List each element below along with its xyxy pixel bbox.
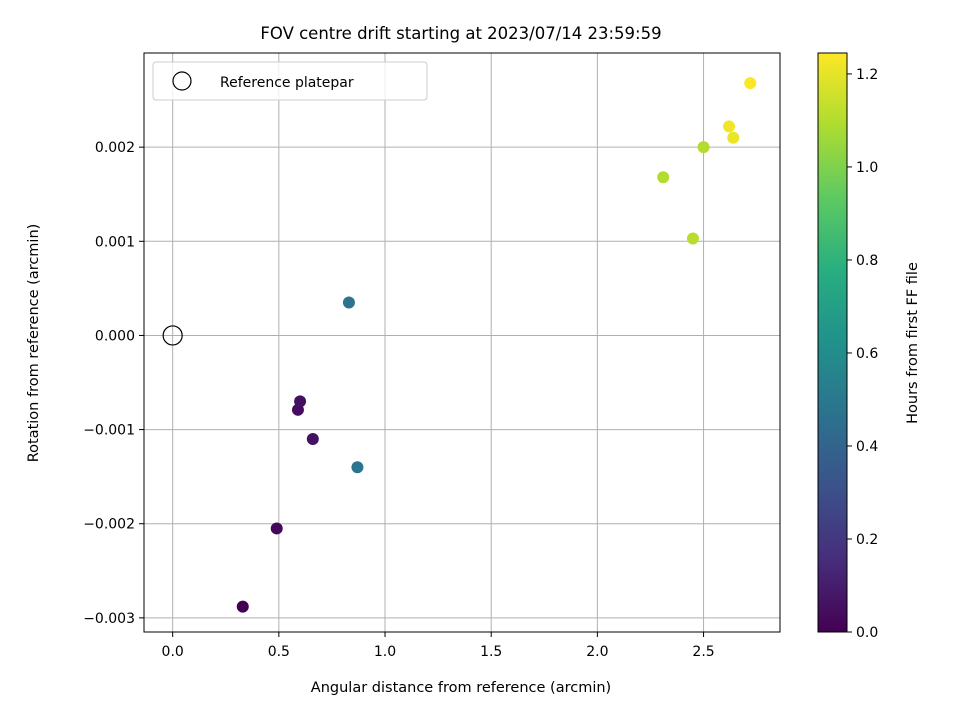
- x-axis-ticks: 0.0 0.5 1.0 1.5 2.0 2.5: [162, 632, 715, 660]
- plot-frame: [143, 52, 781, 633]
- colorbar-tick-label: 0.0: [856, 625, 878, 641]
- x-tick-label: 1.5: [480, 644, 502, 660]
- x-tick-label: 0.0: [162, 644, 184, 660]
- legend-label-reference: Reference platepar: [220, 75, 354, 91]
- reference-platepar-marker: [162, 325, 183, 346]
- colorbar-ticks: 0.0 0.2 0.4 0.6 0.8 1.0 1.2: [847, 67, 878, 641]
- data-point: [723, 120, 736, 133]
- colorbar-tick-label: 1.0: [856, 160, 878, 176]
- y-tick-label: 0.000: [95, 328, 135, 344]
- colorbar-tick-label: 0.2: [856, 532, 878, 548]
- y-tick-label: 0.002: [95, 140, 135, 156]
- data-point: [294, 395, 307, 408]
- y-tick-label: 0.001: [95, 234, 135, 250]
- x-tick-label: 0.5: [268, 644, 290, 660]
- x-axis-label: Angular distance from reference (arcmin): [311, 680, 611, 696]
- data-point: [342, 296, 355, 309]
- colorbar-tick-label: 0.4: [856, 439, 878, 455]
- y-tick-label: −0.002: [83, 517, 135, 533]
- data-point: [306, 433, 319, 445]
- y-tick-label: −0.001: [83, 423, 135, 439]
- legend-box: [152, 61, 428, 101]
- data-point: [270, 522, 283, 535]
- data-points: [162, 77, 757, 613]
- plot-background: [144, 53, 780, 632]
- x-tick-label: 1.0: [374, 644, 396, 660]
- colorbar: 0.0 0.2 0.4 0.6 0.8 1.0 1.2 Hours from first F…: [817, 52, 921, 641]
- colorbar-tick-label: 0.8: [856, 253, 878, 269]
- y-tick-label: −0.003: [83, 611, 135, 627]
- colorbar-tick-label: 0.6: [856, 346, 878, 362]
- data-point: [727, 131, 740, 144]
- legend-marker-reference: [172, 71, 192, 91]
- data-point: [351, 461, 364, 474]
- x-tick-label: 2.0: [586, 644, 608, 660]
- legend: Reference platepar: [152, 61, 428, 101]
- y-axis-label: Rotation from reference (arcmin): [26, 224, 42, 463]
- data-point: [744, 77, 757, 90]
- plot-area: 0.0 0.5 1.0 1.5 2.0 2.5 −0.003 −0.002 −0.001 0.0…: [83, 52, 781, 660]
- data-point: [236, 600, 249, 613]
- colorbar-gradient: [817, 52, 848, 633]
- colorbar-label: Hours from first FF file: [905, 262, 921, 424]
- chart-title: FOV centre drift starting at 2023/07/14 …: [260, 24, 661, 43]
- data-point: [697, 141, 710, 154]
- data-point: [657, 171, 670, 184]
- y-axis-ticks: −0.003 −0.002 −0.001 0.000 0.001 0.002: [83, 140, 144, 627]
- data-point: [686, 232, 699, 245]
- colorbar-tick-label: 1.2: [856, 67, 878, 83]
- x-tick-label: 2.5: [692, 644, 714, 660]
